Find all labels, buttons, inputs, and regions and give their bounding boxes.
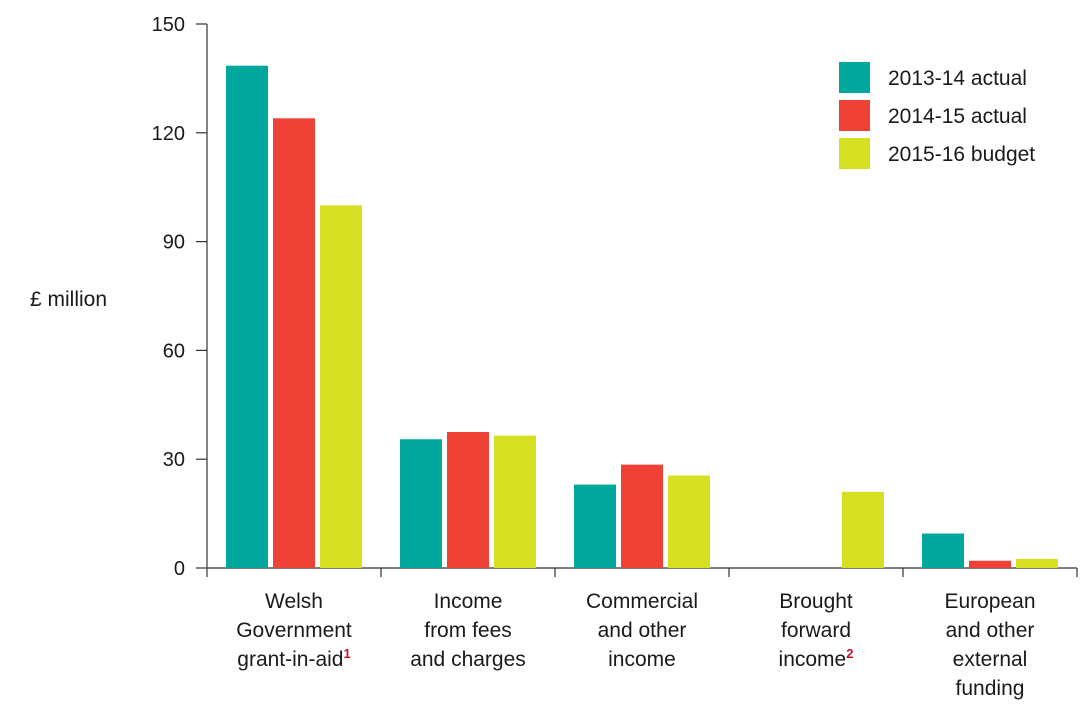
y-tick-label: 120 — [152, 123, 185, 145]
y-tick-label: 0 — [174, 558, 185, 580]
bar — [842, 491, 884, 568]
legend: 2013-14 actual 2014-15 actual 2015-16 budg… — [839, 62, 1035, 169]
legend-swatch — [839, 100, 870, 131]
y-tick-label: 90 — [163, 232, 185, 254]
category-label: Welsh Government grant-in-aid1 — [236, 590, 352, 671]
bars — [226, 65, 1058, 569]
bar — [668, 475, 710, 568]
bar — [621, 464, 663, 568]
y-tick-label: 150 — [152, 14, 185, 36]
category-label: European and other external funding — [944, 590, 1035, 700]
bar — [226, 65, 268, 568]
category-label: Brought forward income2 — [779, 590, 854, 671]
bar — [574, 484, 616, 568]
bar — [400, 439, 442, 568]
bar — [320, 205, 362, 569]
legend-swatch — [839, 62, 870, 93]
y-tick-label: 60 — [163, 340, 185, 362]
category-label: Income from fees and charges — [410, 590, 526, 671]
y-axis: 0 30 60 90 120 150 — [152, 14, 208, 580]
category-label: Commercial and other income — [586, 590, 698, 671]
bar — [447, 432, 489, 568]
bar — [922, 533, 964, 568]
bar — [273, 118, 315, 568]
y-tick-label: 30 — [163, 449, 185, 471]
y-axis-label: £ million — [30, 288, 107, 311]
bar — [1016, 558, 1058, 568]
bar — [969, 560, 1011, 568]
legend-swatch — [839, 138, 870, 169]
category-labels: Welsh Government grant-in-aid1 Income from f… — [236, 590, 1035, 700]
legend-label: 2014-15 actual — [888, 105, 1027, 128]
legend-label: 2015-16 budget — [888, 143, 1035, 166]
x-axis — [207, 567, 1078, 577]
bar — [494, 435, 536, 568]
legend-label: 2013-14 actual — [888, 67, 1027, 90]
